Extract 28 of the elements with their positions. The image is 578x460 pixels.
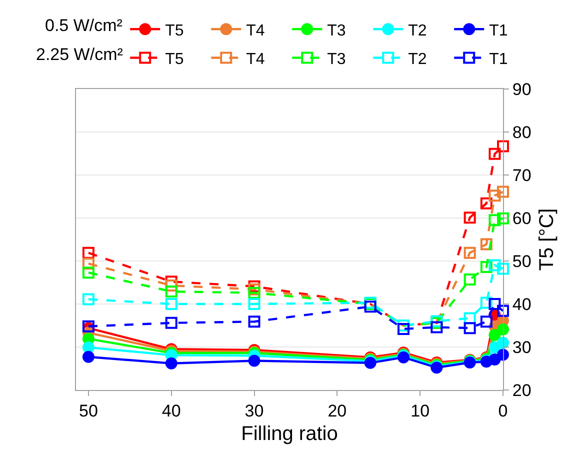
x-axis-title: Filling ratio: [241, 422, 338, 445]
legend-label: T4: [246, 22, 265, 40]
x-tick-label: 30: [244, 401, 264, 420]
legend-label: T2: [408, 50, 427, 68]
legend-label: T2: [408, 22, 427, 40]
y-tick-label: 90: [512, 80, 532, 99]
x-tick-label: 40: [162, 401, 181, 420]
y-tick-label: 80: [512, 122, 532, 142]
x-tick-label: 20: [328, 401, 347, 420]
legend-label: T5: [165, 50, 184, 68]
legend-label: T4: [246, 50, 265, 68]
y-tick-label: 20: [512, 380, 532, 400]
y-axis-title: T5 [°C]: [536, 208, 558, 271]
text: 0.5 W/cm²: [45, 16, 122, 35]
legend-label: T1: [489, 50, 508, 68]
x-tick-label: 50: [78, 401, 98, 420]
y-tick-label: 50: [512, 252, 532, 271]
legend-label: T3: [327, 22, 346, 40]
legend-label: T3: [327, 50, 346, 68]
y-tick-label: 60: [512, 208, 532, 228]
y-tick-label: 40: [512, 294, 532, 314]
legend-label: T1: [489, 22, 508, 40]
x-tick-label: 10: [410, 401, 430, 420]
y-tick-label: 70: [512, 166, 532, 185]
y-tick-label: 30: [512, 338, 532, 357]
text: 2.25 W/cm²: [36, 45, 123, 64]
legend-label: T5: [165, 22, 184, 40]
x-tick-label: 0: [498, 401, 508, 420]
